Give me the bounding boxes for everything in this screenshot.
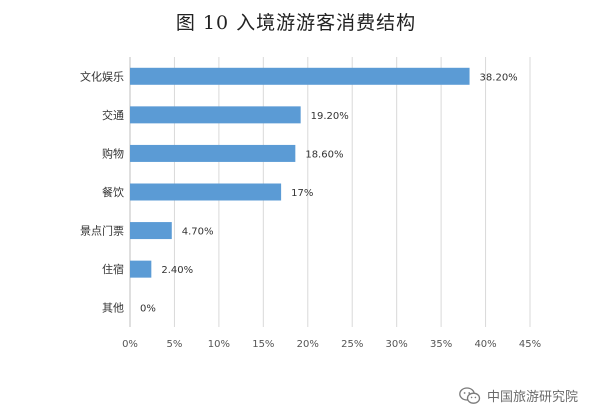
bar bbox=[130, 222, 172, 240]
x-tick-label: 20% bbox=[297, 339, 319, 350]
x-tick-label: 5% bbox=[167, 339, 183, 350]
x-tick-label: 40% bbox=[474, 339, 496, 350]
x-tick-label: 0% bbox=[122, 339, 138, 350]
data-label: 19.20% bbox=[311, 111, 349, 122]
bars bbox=[130, 67, 470, 278]
x-tick-label: 45% bbox=[519, 339, 541, 350]
category-label: 其他 bbox=[102, 302, 124, 315]
category-label: 购物 bbox=[102, 146, 124, 160]
bar bbox=[130, 144, 296, 162]
watermark: 中国旅游研究院 bbox=[459, 386, 578, 405]
x-tick-label: 25% bbox=[341, 339, 363, 350]
watermark-text: 中国旅游研究院 bbox=[486, 390, 578, 405]
data-label: 38.20% bbox=[480, 72, 518, 83]
x-tick-label: 30% bbox=[386, 339, 408, 350]
bar bbox=[130, 260, 152, 278]
bar bbox=[130, 106, 301, 124]
wechat-icon bbox=[459, 386, 481, 404]
category-label: 住宿 bbox=[102, 262, 124, 276]
data-label: 18.60% bbox=[305, 149, 343, 160]
data-label: 0% bbox=[140, 304, 156, 315]
labels: 0% 5% 10% 15% 20% 25% 30% 35% 40% 45% 文化娱乐 38.20% 交通… bbox=[80, 69, 541, 350]
data-label: 17% bbox=[291, 188, 313, 199]
data-label: 4.70% bbox=[182, 227, 214, 238]
category-label: 文化娱乐 bbox=[80, 69, 124, 83]
x-tick-label: 35% bbox=[430, 339, 452, 350]
data-label: 2.40% bbox=[161, 265, 193, 276]
category-label: 景点门票 bbox=[80, 224, 124, 238]
x-tick-label: 15% bbox=[252, 339, 274, 350]
chart-title: 图 10 入境游游客消费结构 bbox=[175, 12, 417, 34]
bar bbox=[130, 183, 282, 201]
x-tick-label: 10% bbox=[208, 339, 230, 350]
category-label: 餐饮 bbox=[102, 185, 124, 199]
category-label: 交通 bbox=[102, 108, 124, 122]
bar bbox=[130, 67, 470, 85]
